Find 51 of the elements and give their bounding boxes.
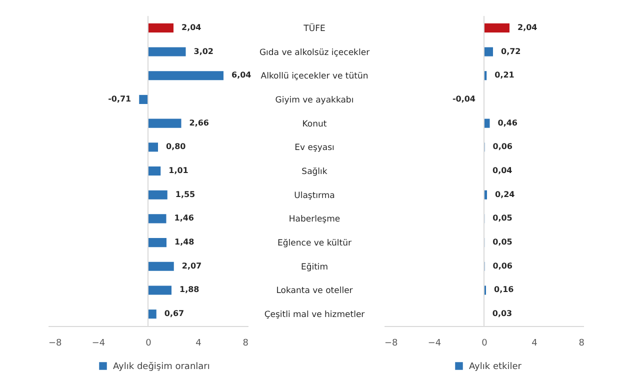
x-tick-label: −4: [92, 338, 106, 348]
x-tick-label: 8: [242, 338, 249, 348]
x-tick-label: −8: [384, 338, 398, 348]
data-label: 0,46: [498, 118, 518, 128]
data-label: 0,05: [492, 214, 513, 223]
data-label: 0,04: [492, 166, 513, 175]
x-tick-label: 0: [146, 338, 152, 348]
data-label: 2,66: [189, 118, 210, 128]
data-label: 1,01: [168, 166, 189, 175]
data-label: 0,06: [492, 142, 513, 152]
x-tick-label: −4: [428, 338, 442, 348]
y-tick-label: Eğlence ve kültür: [278, 238, 352, 249]
y-tick-label: Konut: [302, 119, 328, 130]
y-tick-label: Giyim ve ayakkabı: [275, 95, 354, 106]
y-tick-label: Çeşitli mal ve hizmetler: [264, 310, 366, 320]
data-label: 1,46: [174, 214, 194, 223]
data-label: 1,48: [174, 238, 195, 247]
y-tick-label: Ulaştırma: [294, 190, 335, 201]
data-label: -0,04: [452, 94, 476, 104]
y-tick-label: Ev eşyası: [294, 143, 334, 154]
y-tick-label: Haberleşme: [288, 214, 340, 225]
data-label: 0,24: [495, 190, 516, 199]
data-label: -0,71: [108, 94, 132, 104]
data-label: 0,72: [501, 46, 521, 56]
data-label: 0,06: [492, 261, 513, 270]
y-tick-label: Eğitim: [300, 262, 328, 272]
data-label: 0,67: [164, 309, 184, 318]
data-label: 2,04: [518, 22, 538, 32]
legend-label: Aylık değişim oranları: [113, 361, 210, 372]
x-tick-label: 4: [532, 338, 538, 348]
x-tick-label: 0: [482, 338, 488, 348]
x-tick-label: 4: [196, 338, 202, 348]
data-label: 2,07: [182, 261, 202, 270]
data-label: 0,21: [494, 70, 515, 80]
y-tick-label: Sağlık: [302, 167, 328, 177]
data-label: 6,04: [232, 70, 252, 80]
y-tick-label: Lokanta ve oteller: [276, 286, 354, 296]
legend-label: Aylık etkiler: [469, 362, 522, 372]
y-tick-label: Alkollü içecekler ve tütün: [260, 72, 368, 82]
data-label: 2,04: [182, 22, 202, 32]
y-tick-label: Gıda ve alkolsüz içecekler: [259, 48, 370, 58]
data-label: 1,88: [180, 285, 200, 294]
data-label: 0,16: [494, 285, 514, 294]
x-tick-label: 8: [578, 338, 585, 348]
data-label: 0,05: [492, 238, 513, 247]
data-label: 0,80: [166, 142, 186, 152]
data-label: 3,02: [194, 46, 214, 56]
x-tick-label: −8: [48, 338, 62, 348]
data-label: 1,55: [175, 190, 196, 199]
data-label: 0,03: [492, 309, 512, 318]
y-tick-label: TÜFE: [302, 22, 326, 34]
